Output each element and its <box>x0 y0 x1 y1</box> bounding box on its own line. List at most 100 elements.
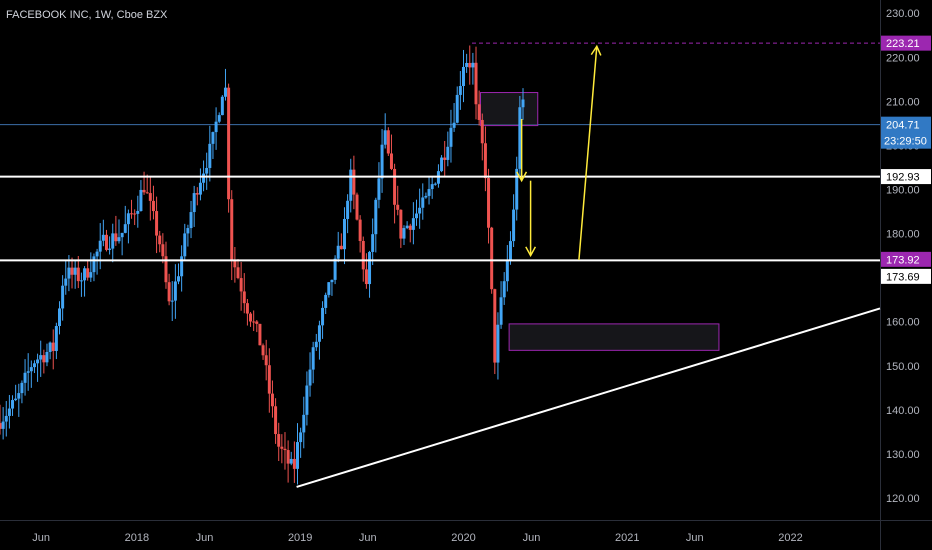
x-tick-label: Jun <box>686 532 704 544</box>
candle-body <box>29 367 33 372</box>
candle-body <box>79 280 83 282</box>
candle-body <box>202 173 206 183</box>
candle-body <box>342 218 346 250</box>
x-tick-label: Jun <box>32 532 50 544</box>
candle-body <box>11 400 15 409</box>
candle-body <box>374 199 378 235</box>
candle-body <box>151 200 155 212</box>
support-trendline <box>296 307 881 488</box>
candle-body <box>280 446 284 449</box>
candle-body <box>283 448 287 451</box>
supply-demand-zone <box>508 323 720 351</box>
candle-body <box>408 225 412 230</box>
candle-body <box>111 233 115 249</box>
last-price-tag-bg <box>881 116 931 149</box>
candle-body <box>311 347 315 370</box>
price-tag-173-92-bg <box>881 251 931 267</box>
candle-body <box>117 237 121 242</box>
candle-body <box>220 96 224 116</box>
candle-body <box>130 213 134 215</box>
x-tick-label: 2018 <box>125 532 149 544</box>
candle-body <box>195 193 199 195</box>
candle-body <box>64 278 68 286</box>
projection-arrow-head <box>525 246 537 258</box>
candle-body <box>54 326 58 352</box>
price-tag-173-69-bg <box>881 268 931 284</box>
candle-body <box>289 458 293 464</box>
candle-body <box>433 183 437 185</box>
candle-body <box>189 212 193 229</box>
candle-body <box>114 233 118 242</box>
candle-body <box>383 130 387 145</box>
candle-body <box>277 434 281 447</box>
candle-body <box>145 192 149 194</box>
candle-body <box>449 127 453 147</box>
candle-body <box>393 168 397 205</box>
candle-body <box>461 66 465 87</box>
candle-body <box>180 256 184 277</box>
price-tag-223-21-bg <box>881 35 931 51</box>
candle-body <box>487 178 491 228</box>
candle-body <box>17 393 21 399</box>
candle-body <box>468 62 472 68</box>
x-tick-label: Jun <box>196 532 214 544</box>
candle-body <box>292 458 296 469</box>
candle-body <box>336 245 340 259</box>
candle-body <box>58 308 62 327</box>
y-tick-label: 180.00 <box>886 229 920 241</box>
candle-body <box>427 189 431 196</box>
candle-body <box>101 234 105 241</box>
candle-body <box>7 408 11 416</box>
candle-body <box>483 143 487 179</box>
candle-body <box>186 228 190 234</box>
price-tag-223-21: 223.21 <box>886 38 920 50</box>
candle-body <box>515 168 519 210</box>
candle-body <box>455 94 459 123</box>
last-price-tag: 204.71 <box>886 120 920 132</box>
candle-body <box>192 193 196 213</box>
candle-body <box>512 209 516 242</box>
candle-body <box>465 62 469 67</box>
candle-body <box>42 355 46 363</box>
candle-body <box>249 313 253 322</box>
price-tag-192-93-bg <box>881 169 931 185</box>
candle-body <box>452 122 456 128</box>
candle-body <box>164 256 168 283</box>
candle-body <box>142 189 146 193</box>
candle-body <box>364 269 368 285</box>
candle-body <box>443 157 447 160</box>
y-tick-label: 160.00 <box>886 317 920 329</box>
candle-body <box>73 267 77 275</box>
candle-body <box>133 213 137 215</box>
candle-body <box>161 244 165 257</box>
candle-body <box>358 219 362 241</box>
candle-body <box>83 268 87 281</box>
candle-body <box>23 372 27 383</box>
candle-body <box>70 267 74 275</box>
candle-body <box>299 432 303 443</box>
candle-body <box>493 289 497 363</box>
candle-body <box>136 210 140 214</box>
candle-body <box>496 324 500 363</box>
candle-body <box>236 267 240 279</box>
candle-body <box>198 182 202 195</box>
candle-body <box>411 218 415 230</box>
y-tick-label: 120.00 <box>886 493 920 505</box>
candle-body <box>51 342 55 352</box>
candle-body <box>355 194 359 220</box>
candle-body <box>173 281 177 301</box>
candle-body <box>45 351 49 363</box>
candle-body <box>333 258 337 280</box>
candle-body <box>258 323 262 346</box>
candle-body <box>252 321 256 323</box>
candle-body <box>330 279 334 283</box>
candle-body <box>389 153 393 169</box>
candle-body <box>352 169 356 195</box>
candle-body <box>430 184 434 190</box>
candle-body <box>302 414 306 433</box>
candle-body <box>139 189 143 211</box>
candle-body <box>386 130 390 154</box>
candle-body <box>324 294 328 308</box>
